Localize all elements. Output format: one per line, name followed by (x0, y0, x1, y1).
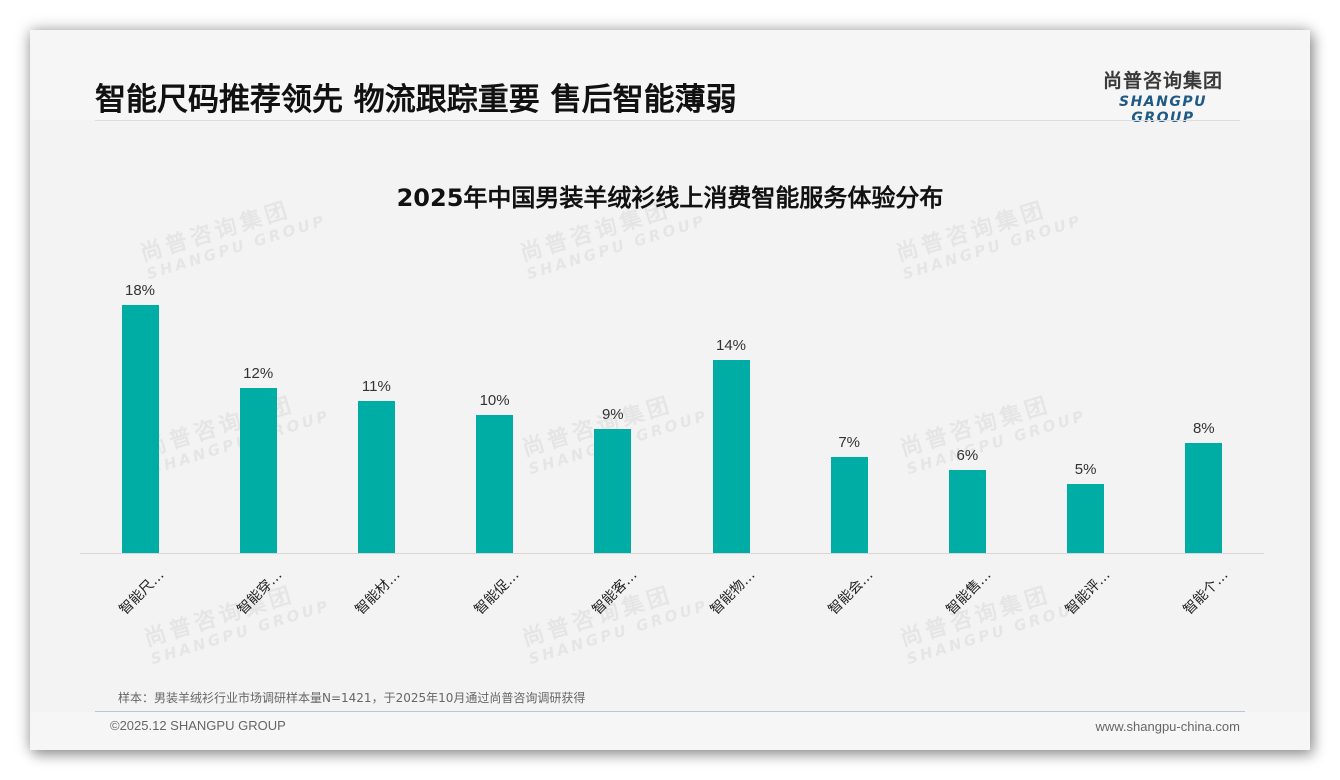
bar-value-label: 8% (1192, 419, 1215, 437)
x-axis-category-label: 智能材… (352, 567, 404, 619)
header-divider (95, 120, 1240, 121)
x-axis-category-label: 智能穿… (234, 567, 286, 619)
x-axis-category-label: 智能评… (1062, 567, 1114, 619)
bar (121, 305, 159, 553)
logo-cn-text: 尚普咨询集团 (1102, 70, 1223, 92)
x-axis-category-label: 智能促… (471, 567, 523, 619)
bar-value-label: 12% (243, 364, 274, 382)
x-axis-line (80, 553, 1264, 554)
bar-value-label: 11% (361, 378, 391, 396)
bar (594, 429, 632, 553)
x-axis-category-label: 智能物… (707, 567, 759, 619)
bar (712, 360, 750, 553)
bar (239, 387, 277, 553)
bar-chart: 18% 智能尺… 12% 智能穿… 11% 智能材… 10% 智能促… 9% 智能客… 14% 智能物… (30, 30, 1310, 750)
bar-value-label: 18% (124, 282, 156, 299)
bar (1185, 442, 1223, 553)
bar-value-label: 9% (601, 406, 624, 423)
bar (357, 401, 395, 553)
x-axis-category-label: 智能尺… (116, 567, 168, 619)
bar (476, 415, 514, 553)
copyright-text: ©2025.12 SHANGPU GROUP (110, 718, 286, 733)
bar (948, 470, 986, 553)
bar-value-label: 7% (838, 433, 861, 451)
chart-title: 2025年中国男装羊绒衫线上消费智能服务体验分布 (396, 184, 944, 212)
bar-value-label: 14% (715, 337, 747, 355)
bar-value-label: 10% (479, 392, 510, 410)
bar (830, 456, 868, 553)
bar (1067, 484, 1105, 553)
sample-note: 样本：男装羊绒衫行业市场调研样本量N=1421，于2025年10月通过尚普咨询调… (118, 691, 586, 705)
company-logo: 尚普咨询集团 SHANGPU GROUP (1088, 66, 1238, 126)
slide: 智能尺码推荐领先 物流跟踪重要 售后智能薄弱 尚普咨询集团 SHANGPU GR… (30, 30, 1310, 750)
bar-value-label: 5% (1074, 461, 1097, 479)
x-axis-category-label: 智能售… (943, 567, 995, 619)
x-axis-category-label: 智能个… (1180, 567, 1232, 619)
footer-divider (95, 711, 1245, 712)
logo-en-text: SHANGPU GROUP (1119, 94, 1207, 126)
x-axis-category-label: 智能会… (825, 567, 877, 619)
page-title: 智能尺码推荐领先 物流跟踪重要 售后智能薄弱 (95, 82, 737, 118)
bar-value-label: 6% (956, 447, 979, 465)
x-axis-category-label: 智能客… (589, 567, 641, 619)
footer-band (30, 712, 1310, 750)
header-band (30, 30, 1310, 120)
website-text: www.shangpu-china.com (1095, 719, 1240, 734)
